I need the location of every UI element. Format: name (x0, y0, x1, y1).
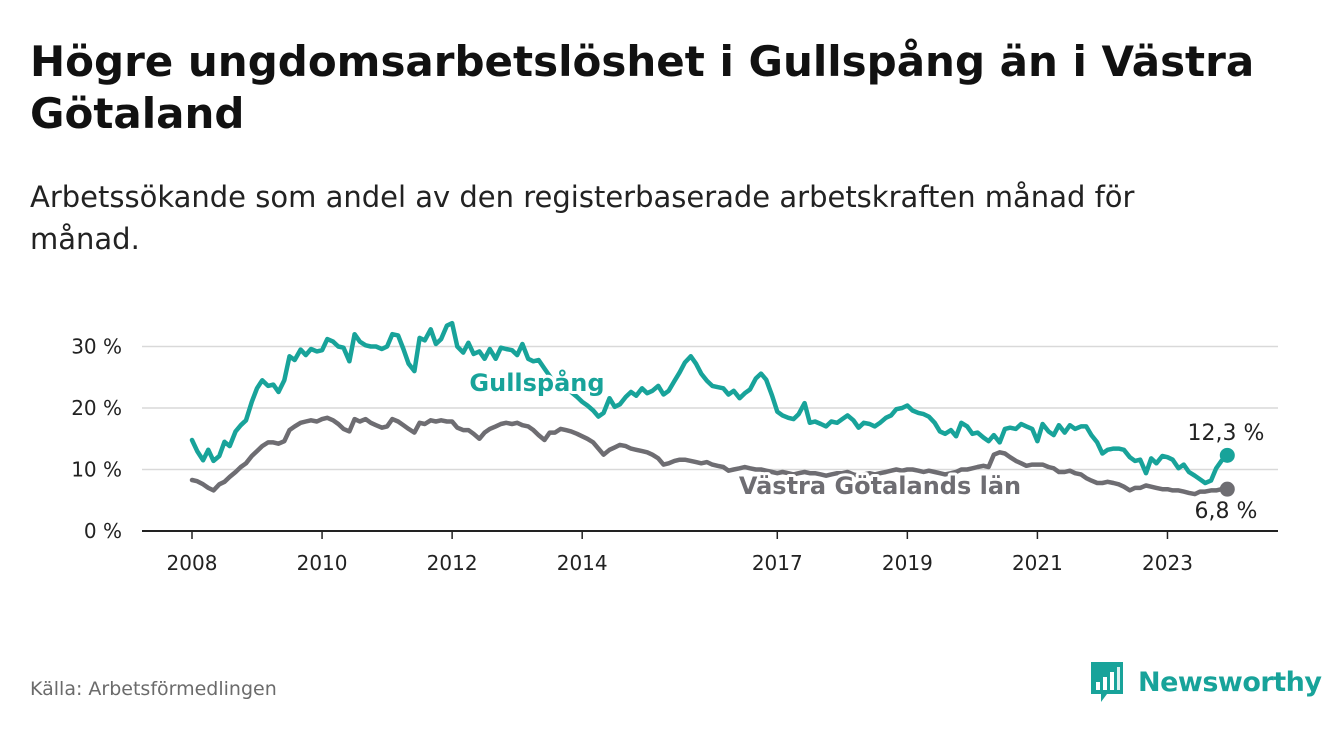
newsworthy-logo-icon (1091, 662, 1123, 702)
series-lines (189, 320, 1230, 497)
end-marker-gullspang (1219, 447, 1235, 463)
x-tick-label: 2021 (1012, 551, 1063, 575)
series-line-vastra-gotalands-lan (189, 415, 1230, 497)
brand-logo[interactable]: Newsworthy (1088, 660, 1322, 704)
y-tick-label: 10 % (71, 458, 122, 482)
gridlines (142, 345, 1278, 532)
x-axis-ticks: 2008 2010 2012 2014 2017 2019 2021 2023 (167, 531, 1193, 575)
line-chart: 0 % 10 % 20 % 30 % 2008 2010 2012 2014 2017 2019… (71, 320, 1278, 575)
source-note: Källa: Arbetsförmedlingen (30, 678, 277, 700)
y-tick-label: 0 % (84, 519, 122, 543)
y-tick-label: 30 % (71, 335, 122, 359)
brand-name: Newsworthy (1138, 666, 1322, 698)
chart-title: Högre ungdomsarbetslöshet i Gullspång än… (30, 37, 1255, 138)
y-tick-label: 20 % (71, 396, 122, 420)
x-tick-label: 2019 (882, 551, 933, 575)
end-label-vastra-gotalands-lan: 6,8 % (1195, 499, 1258, 524)
x-tick-label: 2023 (1142, 551, 1193, 575)
series-label-gullspang: Gullspång (469, 368, 604, 397)
end-marker-vastra-gotalands-lan (1219, 481, 1235, 497)
x-tick-label: 2017 (752, 551, 803, 575)
series-label-vastra-gotalands-lan: Västra Götalands län (739, 472, 1021, 500)
series-line-gullspang (189, 320, 1230, 486)
x-tick-label: 2014 (557, 551, 608, 575)
chart-subtitle: Arbetssökande som andel av den registerb… (30, 180, 1135, 256)
x-tick-label: 2008 (167, 551, 218, 575)
x-tick-label: 2010 (297, 551, 348, 575)
y-axis-ticks: 0 % 10 % 20 % 30 % (71, 335, 122, 544)
x-tick-label: 2012 (427, 551, 478, 575)
end-label-gullspang: 12,3 % (1188, 421, 1265, 446)
end-markers: 12,3 % 6,8 % (1188, 421, 1265, 524)
series-labels: Gullspång Västra Götalands län (466, 365, 1024, 503)
